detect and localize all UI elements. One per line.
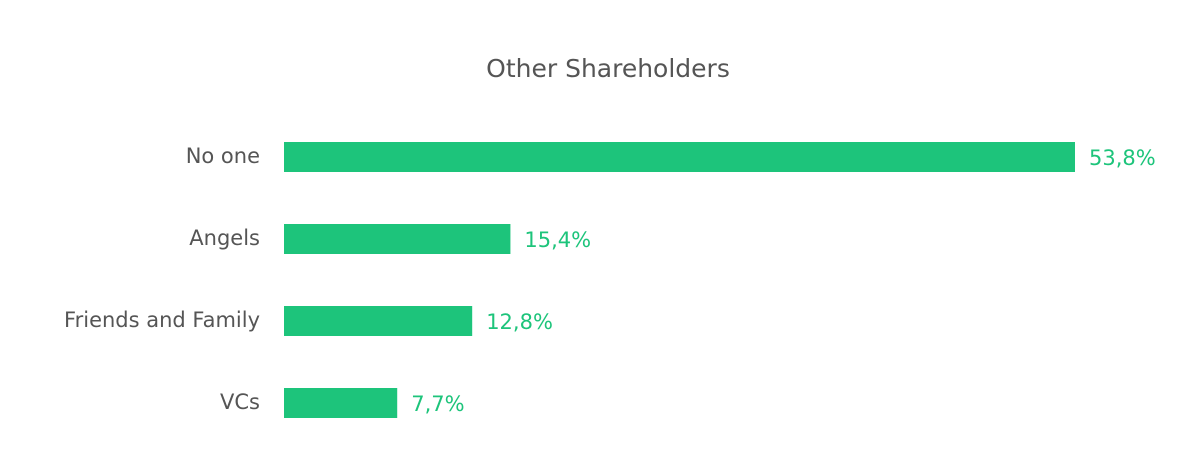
y-tick-label: Angels xyxy=(189,226,260,250)
chart-title: Other Shareholders xyxy=(486,54,730,83)
value-label: 7,7% xyxy=(411,392,464,416)
value-label: 53,8% xyxy=(1089,146,1156,170)
y-tick-label: VCs xyxy=(220,390,260,414)
bar xyxy=(284,142,1075,172)
value-label: 15,4% xyxy=(524,228,591,252)
y-tick-label: Friends and Family xyxy=(64,308,260,332)
y-tick-label: No one xyxy=(186,144,260,168)
bar xyxy=(284,306,473,336)
bar xyxy=(284,224,511,254)
value-label: 12,8% xyxy=(486,310,553,334)
bar xyxy=(284,388,398,418)
